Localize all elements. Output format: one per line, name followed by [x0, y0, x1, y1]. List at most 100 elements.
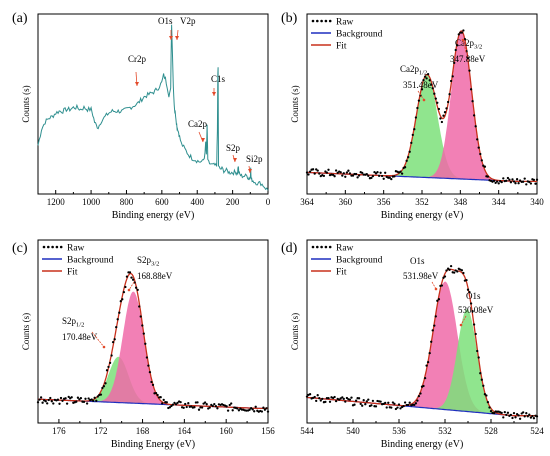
raw-point: [379, 400, 382, 403]
raw-point: [387, 401, 390, 404]
raw-point: [518, 417, 522, 420]
y-axis-label: Counts (s): [21, 85, 31, 122]
raw-point: [121, 298, 124, 301]
raw-point: [492, 412, 496, 415]
raw-point: [476, 138, 479, 141]
raw-point: [495, 410, 499, 413]
raw-point: [425, 364, 428, 367]
raw-point: [65, 402, 69, 405]
plot-frame: [37, 13, 269, 195]
raw-point: [362, 399, 365, 402]
raw-point: [512, 411, 516, 415]
raw-point: [477, 146, 480, 149]
arrow-head: [248, 169, 252, 173]
legend-raw-marker: [311, 245, 315, 249]
raw-point: [318, 397, 321, 400]
raw-point: [70, 396, 73, 399]
raw-point: [380, 174, 384, 178]
x-tick-label: 800: [120, 197, 134, 207]
raw-point: [451, 75, 454, 78]
raw-point: [522, 411, 525, 414]
x-tick-label: 172: [94, 426, 108, 436]
arrow-head: [422, 98, 426, 102]
x-tick-label: 400: [190, 197, 204, 207]
raw-point: [173, 401, 176, 405]
raw-point: [193, 406, 196, 409]
raw-point: [41, 401, 44, 404]
raw-point: [506, 411, 510, 414]
raw-point: [442, 276, 445, 279]
peak-label: O1s: [410, 256, 425, 266]
raw-point: [459, 31, 462, 34]
raw-point: [371, 399, 375, 403]
raw-point: [460, 269, 464, 272]
raw-point: [315, 399, 318, 403]
raw-point: [483, 165, 487, 168]
raw-point: [426, 360, 430, 364]
raw-point: [488, 406, 491, 409]
raw-point: [511, 178, 514, 181]
raw-point: [400, 172, 404, 175]
x-axis-label: Binding energy (eV): [112, 210, 195, 221]
legend-entry: Background: [67, 256, 114, 266]
raw-point: [417, 394, 421, 398]
raw-point: [382, 177, 385, 180]
arrow-head: [201, 138, 205, 142]
raw-point: [505, 179, 508, 182]
raw-point: [249, 407, 253, 410]
x-tick-label: 1000: [82, 197, 101, 207]
raw-point: [525, 412, 528, 415]
raw-point: [529, 182, 533, 185]
arrow-head: [212, 92, 216, 96]
raw-point: [430, 83, 433, 86]
raw-point: [433, 92, 436, 95]
raw-point: [162, 398, 165, 402]
raw-point: [214, 405, 218, 408]
raw-point: [236, 407, 239, 410]
arrow-head: [434, 287, 438, 291]
raw-point: [171, 403, 175, 406]
raw-point: [433, 324, 436, 327]
raw-point: [370, 404, 373, 407]
raw-point: [248, 408, 251, 411]
raw-point: [197, 408, 201, 411]
panel-label: (d): [281, 241, 298, 256]
peak-annotation-o1s: O1s: [158, 16, 173, 26]
raw-point: [78, 398, 81, 401]
raw-point: [96, 395, 99, 398]
raw-point: [93, 396, 96, 399]
legend-entry: Fit: [336, 268, 347, 278]
raw-point: [308, 393, 312, 396]
raw-point: [58, 402, 61, 405]
x-tick-label: 164: [178, 426, 192, 436]
raw-point: [216, 407, 219, 410]
raw-point: [316, 394, 319, 397]
raw-point: [410, 141, 413, 145]
raw-point: [431, 87, 434, 90]
raw-point: [67, 395, 70, 399]
raw-point: [377, 174, 381, 178]
raw-point: [532, 417, 536, 420]
legend-raw-marker: [320, 245, 323, 249]
raw-point: [466, 288, 470, 291]
raw-point: [471, 100, 474, 103]
x-tick-label: 200: [226, 197, 240, 207]
raw-point: [434, 97, 437, 100]
raw-point: [430, 340, 433, 343]
raw-point: [469, 88, 473, 91]
survey-spectrum-line: [37, 24, 269, 191]
raw-point: [471, 310, 474, 313]
arrow-head: [127, 288, 131, 292]
raw-point: [500, 180, 503, 184]
raw-point: [348, 398, 352, 401]
raw-point: [260, 410, 264, 413]
raw-point: [142, 332, 145, 335]
raw-point: [90, 398, 93, 401]
raw-point: [92, 399, 95, 402]
raw-point: [128, 271, 132, 274]
raw-point: [449, 79, 453, 83]
raw-point: [482, 384, 485, 387]
raw-point: [253, 410, 256, 413]
raw-point: [263, 408, 267, 411]
raw-point: [379, 171, 382, 174]
